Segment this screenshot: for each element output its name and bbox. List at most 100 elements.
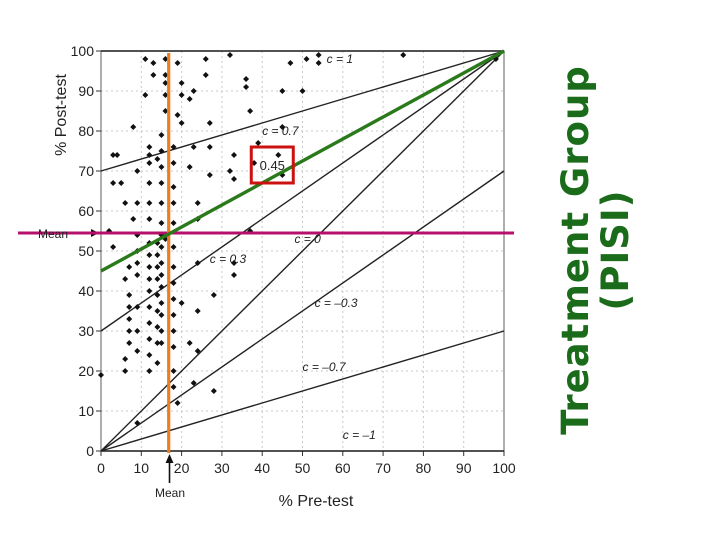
data-point — [146, 252, 153, 258]
slide-title-line-2: (PISI) — [594, 189, 637, 311]
data-point — [170, 264, 177, 270]
contour-label: c = –1 — [343, 428, 376, 442]
data-point — [154, 324, 161, 330]
data-point — [206, 120, 213, 126]
data-point — [122, 200, 129, 206]
data-point — [170, 220, 177, 226]
contour-label: c = 1 — [327, 52, 353, 66]
data-point — [170, 312, 177, 318]
data-point — [154, 156, 161, 162]
data-point — [158, 220, 165, 226]
data-point — [154, 292, 161, 298]
data-point — [170, 344, 177, 350]
y-tick-label: 60 — [78, 203, 94, 219]
data-point — [174, 60, 181, 66]
data-point — [178, 80, 185, 86]
data-point — [146, 288, 153, 294]
data-point — [158, 260, 165, 266]
data-point — [158, 132, 165, 138]
data-point — [178, 300, 185, 306]
data-point — [170, 200, 177, 206]
data-point — [243, 76, 250, 82]
y-axis-label: % Post-test — [53, 74, 70, 156]
data-point — [194, 260, 201, 266]
data-point — [206, 172, 213, 178]
x-tick-label: 60 — [335, 460, 351, 476]
data-point — [134, 272, 141, 278]
data-point — [146, 216, 153, 222]
x-tick-label: 10 — [134, 460, 150, 476]
data-point — [146, 144, 153, 150]
data-point — [134, 200, 141, 206]
data-point — [210, 388, 217, 394]
data-point — [170, 144, 177, 150]
y-tick-label: 10 — [78, 403, 94, 419]
data-point — [130, 124, 137, 130]
data-point — [142, 92, 149, 98]
data-point — [275, 152, 282, 158]
data-point — [190, 380, 197, 386]
x-tick-label: 90 — [456, 460, 472, 476]
data-point — [146, 180, 153, 186]
y-tick-label: 40 — [78, 283, 94, 299]
x-tick-label: 20 — [174, 460, 190, 476]
data-point — [146, 336, 153, 342]
data-point — [98, 372, 104, 378]
data-point — [146, 304, 153, 310]
pre-mean-arrow-head — [165, 454, 174, 463]
data-point — [202, 72, 209, 78]
y-tick-label: 20 — [78, 363, 94, 379]
data-point — [186, 340, 193, 346]
data-point — [170, 184, 177, 190]
contour-label: c = 0.7 — [262, 124, 300, 138]
data-point — [230, 272, 237, 278]
data-point — [158, 164, 165, 170]
data-point — [194, 348, 201, 354]
data-point — [158, 272, 165, 278]
data-point — [146, 352, 153, 358]
data-point — [126, 264, 133, 270]
contour-label: c = –0.3 — [315, 296, 358, 310]
data-point — [158, 244, 165, 250]
data-point — [146, 152, 153, 158]
x-tick-label: 70 — [375, 460, 391, 476]
y-tick-label: 0 — [86, 443, 94, 459]
data-point — [174, 112, 181, 118]
data-point — [154, 340, 161, 346]
data-point — [134, 328, 141, 334]
data-point — [279, 124, 286, 130]
data-point — [162, 56, 169, 62]
data-point — [226, 168, 233, 174]
x-tick-label: 80 — [416, 460, 432, 476]
data-point — [230, 176, 237, 182]
x-tick-label: 100 — [492, 460, 516, 476]
data-point — [110, 180, 117, 186]
data-point — [142, 56, 149, 62]
x-tick-label: 0 — [97, 460, 105, 476]
data-point — [170, 328, 177, 334]
data-point — [210, 292, 217, 298]
contour-label: c = –0.7 — [303, 360, 347, 374]
data-point — [114, 152, 121, 158]
data-point — [134, 260, 141, 266]
data-point — [126, 328, 133, 334]
data-point — [170, 368, 177, 374]
contour-label: c = 0.3 — [210, 252, 247, 266]
fit-line — [100, 49, 505, 273]
data-point — [126, 292, 133, 298]
data-point — [134, 348, 141, 354]
data-point — [170, 384, 177, 390]
data-point — [146, 160, 153, 166]
data-point — [206, 144, 213, 150]
y-tick-label: 70 — [78, 163, 94, 179]
data-point — [126, 304, 133, 310]
data-point — [194, 308, 201, 314]
data-point — [154, 308, 161, 314]
data-point — [170, 296, 177, 302]
data-point — [150, 60, 157, 66]
data-point — [122, 368, 129, 374]
data-point — [178, 120, 185, 126]
data-point — [126, 316, 133, 322]
slide-title-line-1: Treatment Group — [554, 65, 597, 435]
